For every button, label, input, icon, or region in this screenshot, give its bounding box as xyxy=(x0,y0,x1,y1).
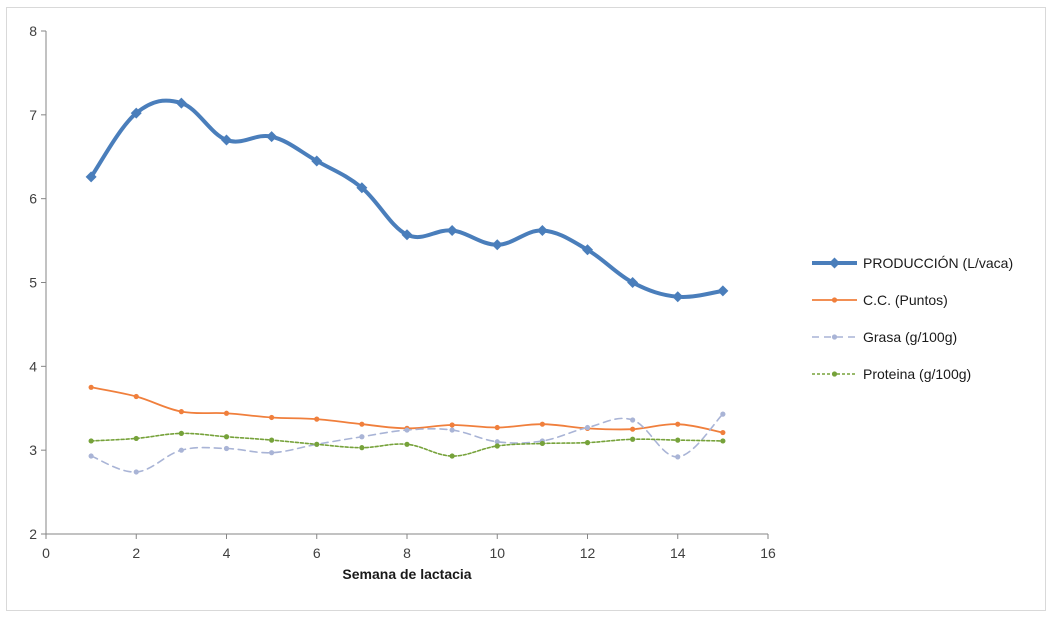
y-tick-label: 5 xyxy=(29,275,37,291)
data-point xyxy=(359,421,365,427)
data-point xyxy=(630,436,636,442)
y-tick-label: 8 xyxy=(29,23,37,39)
data-point xyxy=(584,424,591,431)
data-point xyxy=(88,438,94,444)
y-tick-label: 2 xyxy=(29,526,37,542)
x-tick-label: 4 xyxy=(223,545,231,561)
series-2 xyxy=(88,411,726,475)
legend-label: C.C. (Puntos) xyxy=(863,292,948,308)
legend-label: PRODUCCIÓN (L/vaca) xyxy=(863,255,1013,271)
y-tick-label: 4 xyxy=(29,358,37,374)
x-tick-label: 2 xyxy=(132,545,140,561)
chart-frame: 2 3 4 5 6 7 8 0 2 4 6 8 10 12 14 16 Semana de lactacia … xyxy=(6,7,1046,611)
series-0 xyxy=(85,97,729,303)
legend-label: Proteina (g/100g) xyxy=(863,366,971,382)
x-tick-label: 12 xyxy=(580,545,596,561)
data-point xyxy=(223,410,230,416)
data-point xyxy=(536,225,548,237)
data-point xyxy=(178,409,184,415)
data-point xyxy=(88,453,94,459)
y-tick-label: 6 xyxy=(29,191,37,207)
legend-marker xyxy=(831,297,838,303)
data-point xyxy=(539,440,545,447)
data-point xyxy=(178,447,184,453)
x-tick-label: 10 xyxy=(489,545,505,561)
legend-marker xyxy=(829,257,840,269)
data-point xyxy=(494,443,500,449)
data-point xyxy=(449,427,455,433)
x-tick-label: 14 xyxy=(670,545,686,561)
data-point xyxy=(491,239,503,251)
x-tick-label: 6 xyxy=(313,545,321,561)
series-3 xyxy=(88,430,726,459)
legend-item: Grasa (g/100g) xyxy=(812,329,957,345)
data-point xyxy=(675,421,681,427)
series-line xyxy=(89,98,725,299)
legend-marker xyxy=(831,334,838,340)
data-point xyxy=(88,384,94,390)
data-point xyxy=(717,285,729,297)
legend: PRODUCCIÓN (L/vaca) C.C. (Puntos) Grasa (g… xyxy=(812,255,1013,382)
data-point xyxy=(404,427,410,433)
data-point xyxy=(178,430,184,436)
data-point xyxy=(269,414,275,421)
data-point xyxy=(133,435,139,442)
data-point xyxy=(356,182,368,194)
data-point xyxy=(311,155,323,167)
legend-label: Grasa (g/100g) xyxy=(863,329,957,345)
data-point xyxy=(223,434,230,440)
x-axis-title: Semana de lactacia xyxy=(342,566,471,582)
data-point xyxy=(130,107,142,119)
series-line xyxy=(90,386,724,434)
data-point xyxy=(675,437,681,443)
data-point xyxy=(675,454,681,460)
data-point xyxy=(314,441,320,447)
data-point xyxy=(359,445,365,451)
y-tick-label: 3 xyxy=(29,442,37,458)
data-point xyxy=(494,424,500,431)
data-point xyxy=(494,439,500,445)
data-point xyxy=(449,453,455,459)
data-point xyxy=(539,421,545,427)
legend-item: Proteina (g/100g) xyxy=(812,366,971,382)
data-point xyxy=(175,97,187,109)
data-point xyxy=(584,440,591,446)
data-point xyxy=(582,244,593,256)
x-tick-label: 16 xyxy=(760,545,776,561)
data-point xyxy=(269,437,275,443)
data-point xyxy=(404,441,410,447)
x-tick-label: 0 xyxy=(42,545,50,561)
data-point xyxy=(449,422,455,428)
data-point xyxy=(221,134,232,146)
x-tick-label: 8 xyxy=(403,545,411,561)
data-point xyxy=(359,434,365,440)
data-point xyxy=(627,277,639,288)
data-point xyxy=(85,171,97,183)
data-point xyxy=(314,416,320,422)
data-point xyxy=(720,429,726,436)
data-point xyxy=(401,229,413,241)
data-point xyxy=(630,426,636,432)
legend-item: PRODUCCIÓN (L/vaca) xyxy=(812,255,1013,271)
data-point xyxy=(266,131,278,143)
data-point xyxy=(223,445,230,452)
data-point xyxy=(133,393,139,400)
y-tick-label: 7 xyxy=(29,107,37,123)
data-point xyxy=(269,450,275,456)
data-point xyxy=(630,417,636,423)
data-point xyxy=(446,225,458,237)
data-point xyxy=(133,469,139,475)
legend-item: C.C. (Puntos) xyxy=(812,292,948,308)
data-point xyxy=(672,291,684,303)
data-point xyxy=(720,411,726,417)
legend-marker xyxy=(831,371,838,377)
series-layer xyxy=(85,97,729,475)
data-point xyxy=(720,438,726,444)
